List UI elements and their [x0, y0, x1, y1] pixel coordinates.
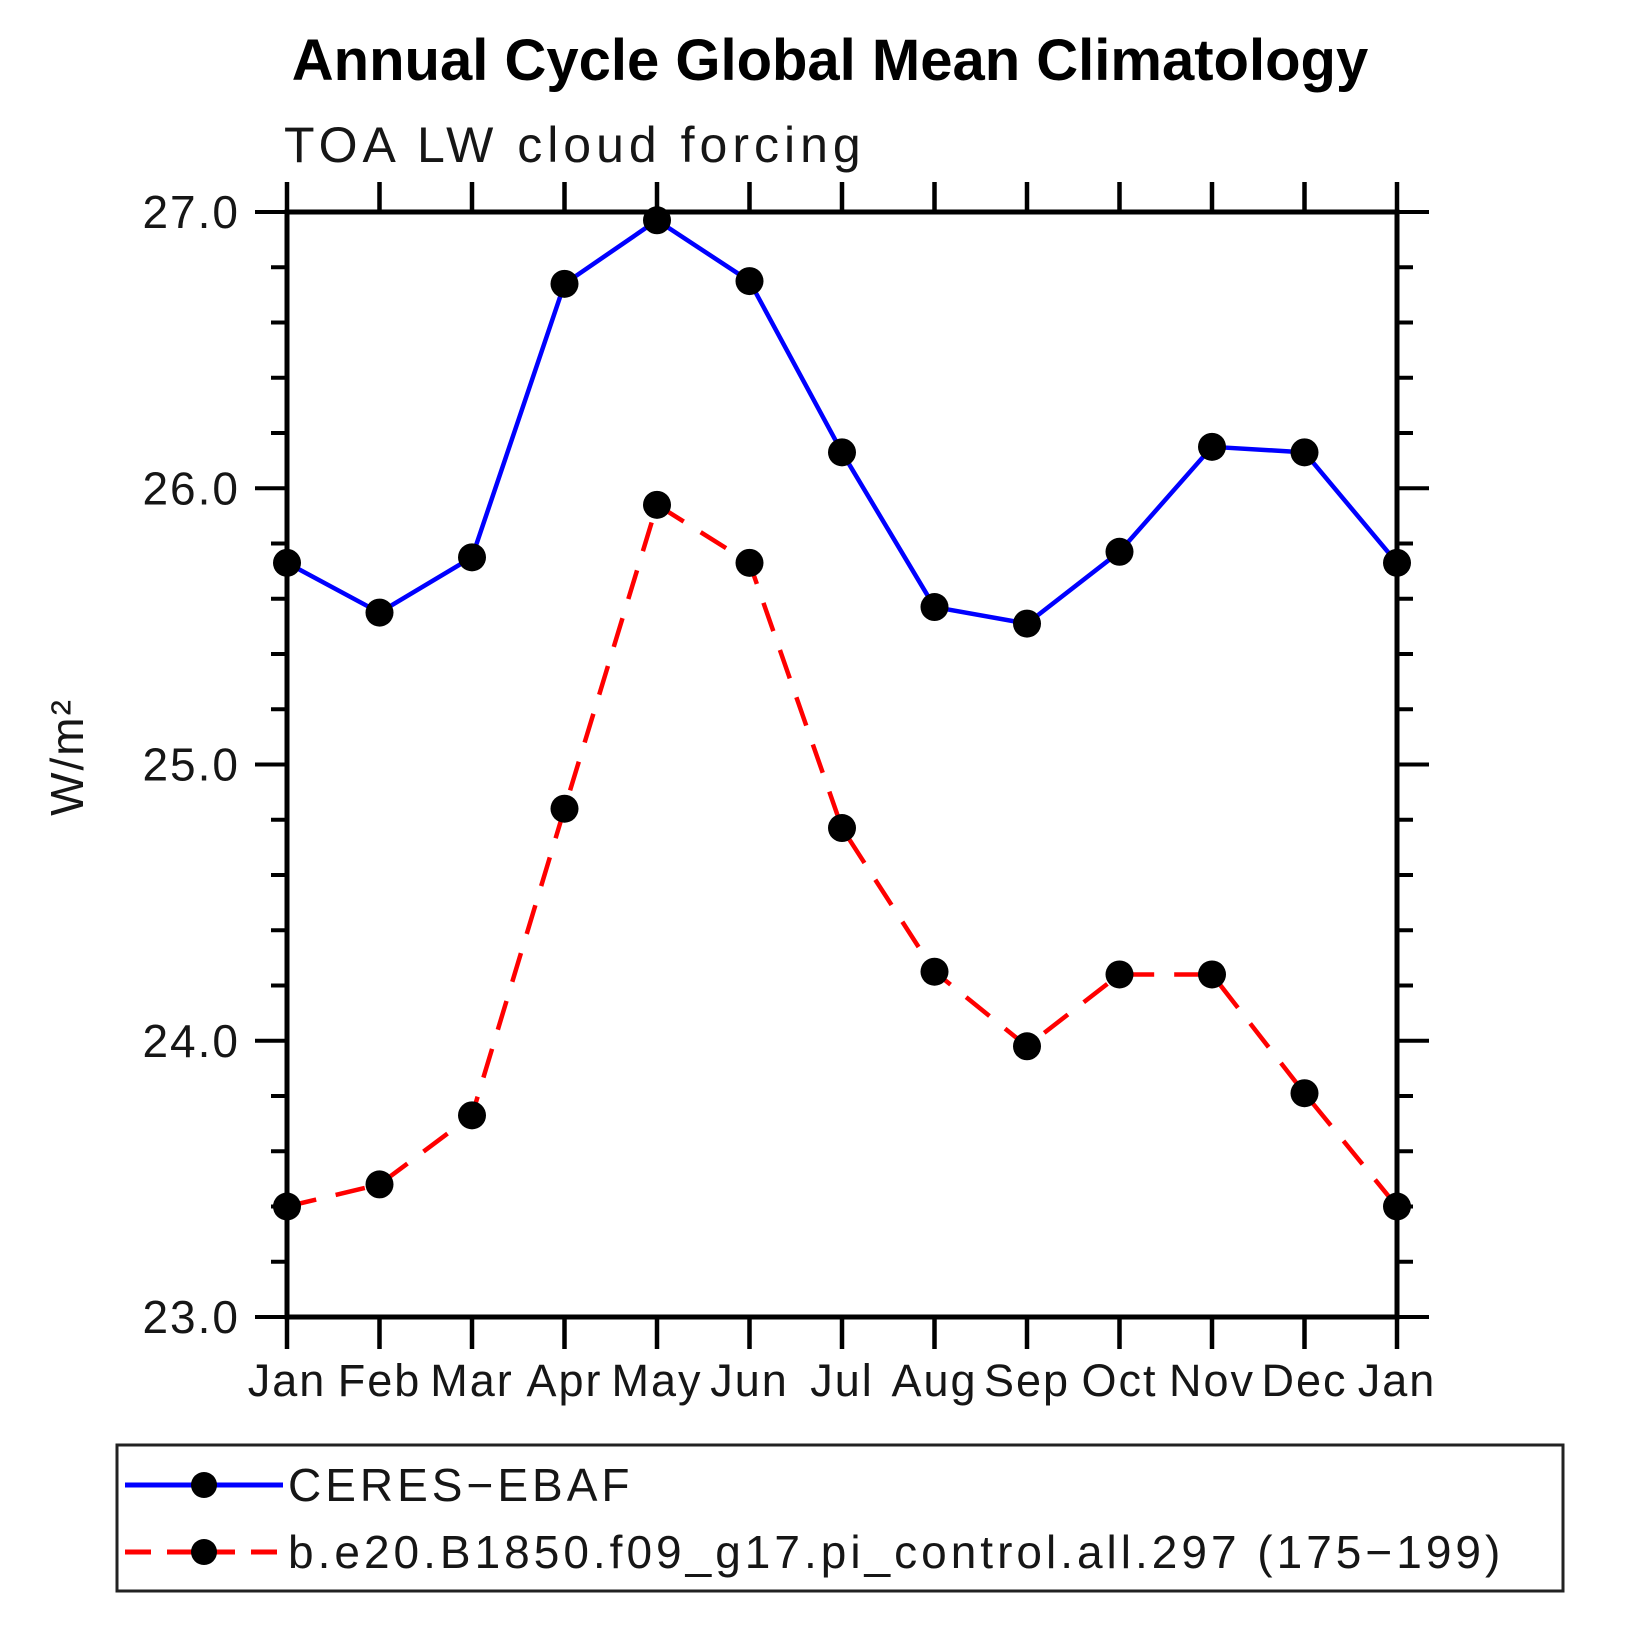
- data-point-marker: [458, 543, 486, 572]
- data-point-marker: [828, 438, 856, 467]
- month-label: Mar: [430, 1355, 514, 1406]
- month-label: Jun: [710, 1355, 789, 1406]
- x-tick-labels: Jan Feb Mar Apr May Jun Jul Aug Sep Oct Nov Dec Jan: [248, 1355, 1437, 1406]
- data-point-marker: [1105, 960, 1134, 989]
- data-point-marker: [735, 267, 764, 296]
- legend-box: [115, 1443, 1565, 1593]
- data-point-marker: [458, 1101, 486, 1130]
- month-label: Aug: [891, 1355, 977, 1406]
- plot-frame: [284, 209, 1400, 1320]
- data-series: [273, 206, 1411, 1221]
- data-point-marker: [1198, 432, 1226, 461]
- month-label: Jul: [810, 1355, 874, 1406]
- data-point-marker: [1198, 960, 1226, 989]
- month-label: Nov: [1169, 1355, 1255, 1406]
- y-tick-label: 27.0: [142, 186, 240, 238]
- month-label: Feb: [338, 1355, 422, 1406]
- data-point-marker: [273, 1192, 301, 1221]
- y-tick-label: 26.0: [142, 462, 240, 514]
- series-line-ceres-ebaf: [285, 218, 1399, 626]
- data-point-marker: [365, 598, 394, 627]
- month-label: Dec: [1261, 1355, 1347, 1406]
- data-point-marker: [1290, 438, 1319, 467]
- data-point-marker: [273, 548, 301, 577]
- data-point-marker: [550, 269, 579, 298]
- legend: CERES−EBAF b.e20.B1850.f09_g17.pi_contro…: [115, 1443, 1565, 1593]
- data-point-marker: [1105, 537, 1134, 566]
- month-label: Jan: [248, 1355, 327, 1406]
- data-point-marker: [828, 814, 856, 843]
- y-tick-label: 23.0: [142, 1291, 240, 1343]
- month-label: May: [611, 1355, 702, 1406]
- month-label: Oct: [1081, 1355, 1157, 1406]
- y-axis-label: W/m²: [41, 698, 93, 816]
- month-label: Sep: [984, 1355, 1070, 1406]
- data-point-marker: [1290, 1079, 1319, 1108]
- legend-label-ceres-ebaf: CERES−EBAF: [288, 1459, 634, 1511]
- month-label: Jan: [1358, 1355, 1437, 1406]
- legend-label-model: b.e20.B1850.f09_g17.pi_control.all.297 (…: [288, 1526, 1504, 1578]
- data-point-marker: [1013, 1032, 1041, 1061]
- data-point-marker: [920, 957, 949, 986]
- y-tick-label: 24.0: [142, 1015, 240, 1067]
- legend-marker-ceres-ebaf: [191, 1472, 217, 1498]
- y-tick-labels: 27.0 26.0 25.0 24.0 23.0: [142, 186, 240, 1343]
- axis-ticks: [255, 182, 1429, 1349]
- data-point-marker: [550, 794, 579, 823]
- data-point-marker: [365, 1170, 394, 1199]
- legend-marker-model: [191, 1539, 217, 1565]
- data-point-marker: [643, 206, 671, 235]
- data-point-marker: [1383, 1192, 1411, 1221]
- data-point-marker: [643, 490, 671, 519]
- data-point-marker: [1013, 609, 1041, 638]
- data-point-marker: [735, 548, 764, 577]
- data-point-marker: [920, 593, 949, 622]
- series-line-model: [286, 502, 1399, 1209]
- data-point-marker: [1383, 548, 1411, 577]
- y-tick-label: 25.0: [142, 739, 240, 791]
- chart-title: Annual Cycle Global Mean Climatology: [292, 28, 1368, 93]
- chart-subtitle: TOA LW cloud forcing: [284, 117, 866, 173]
- month-label: Apr: [526, 1355, 602, 1406]
